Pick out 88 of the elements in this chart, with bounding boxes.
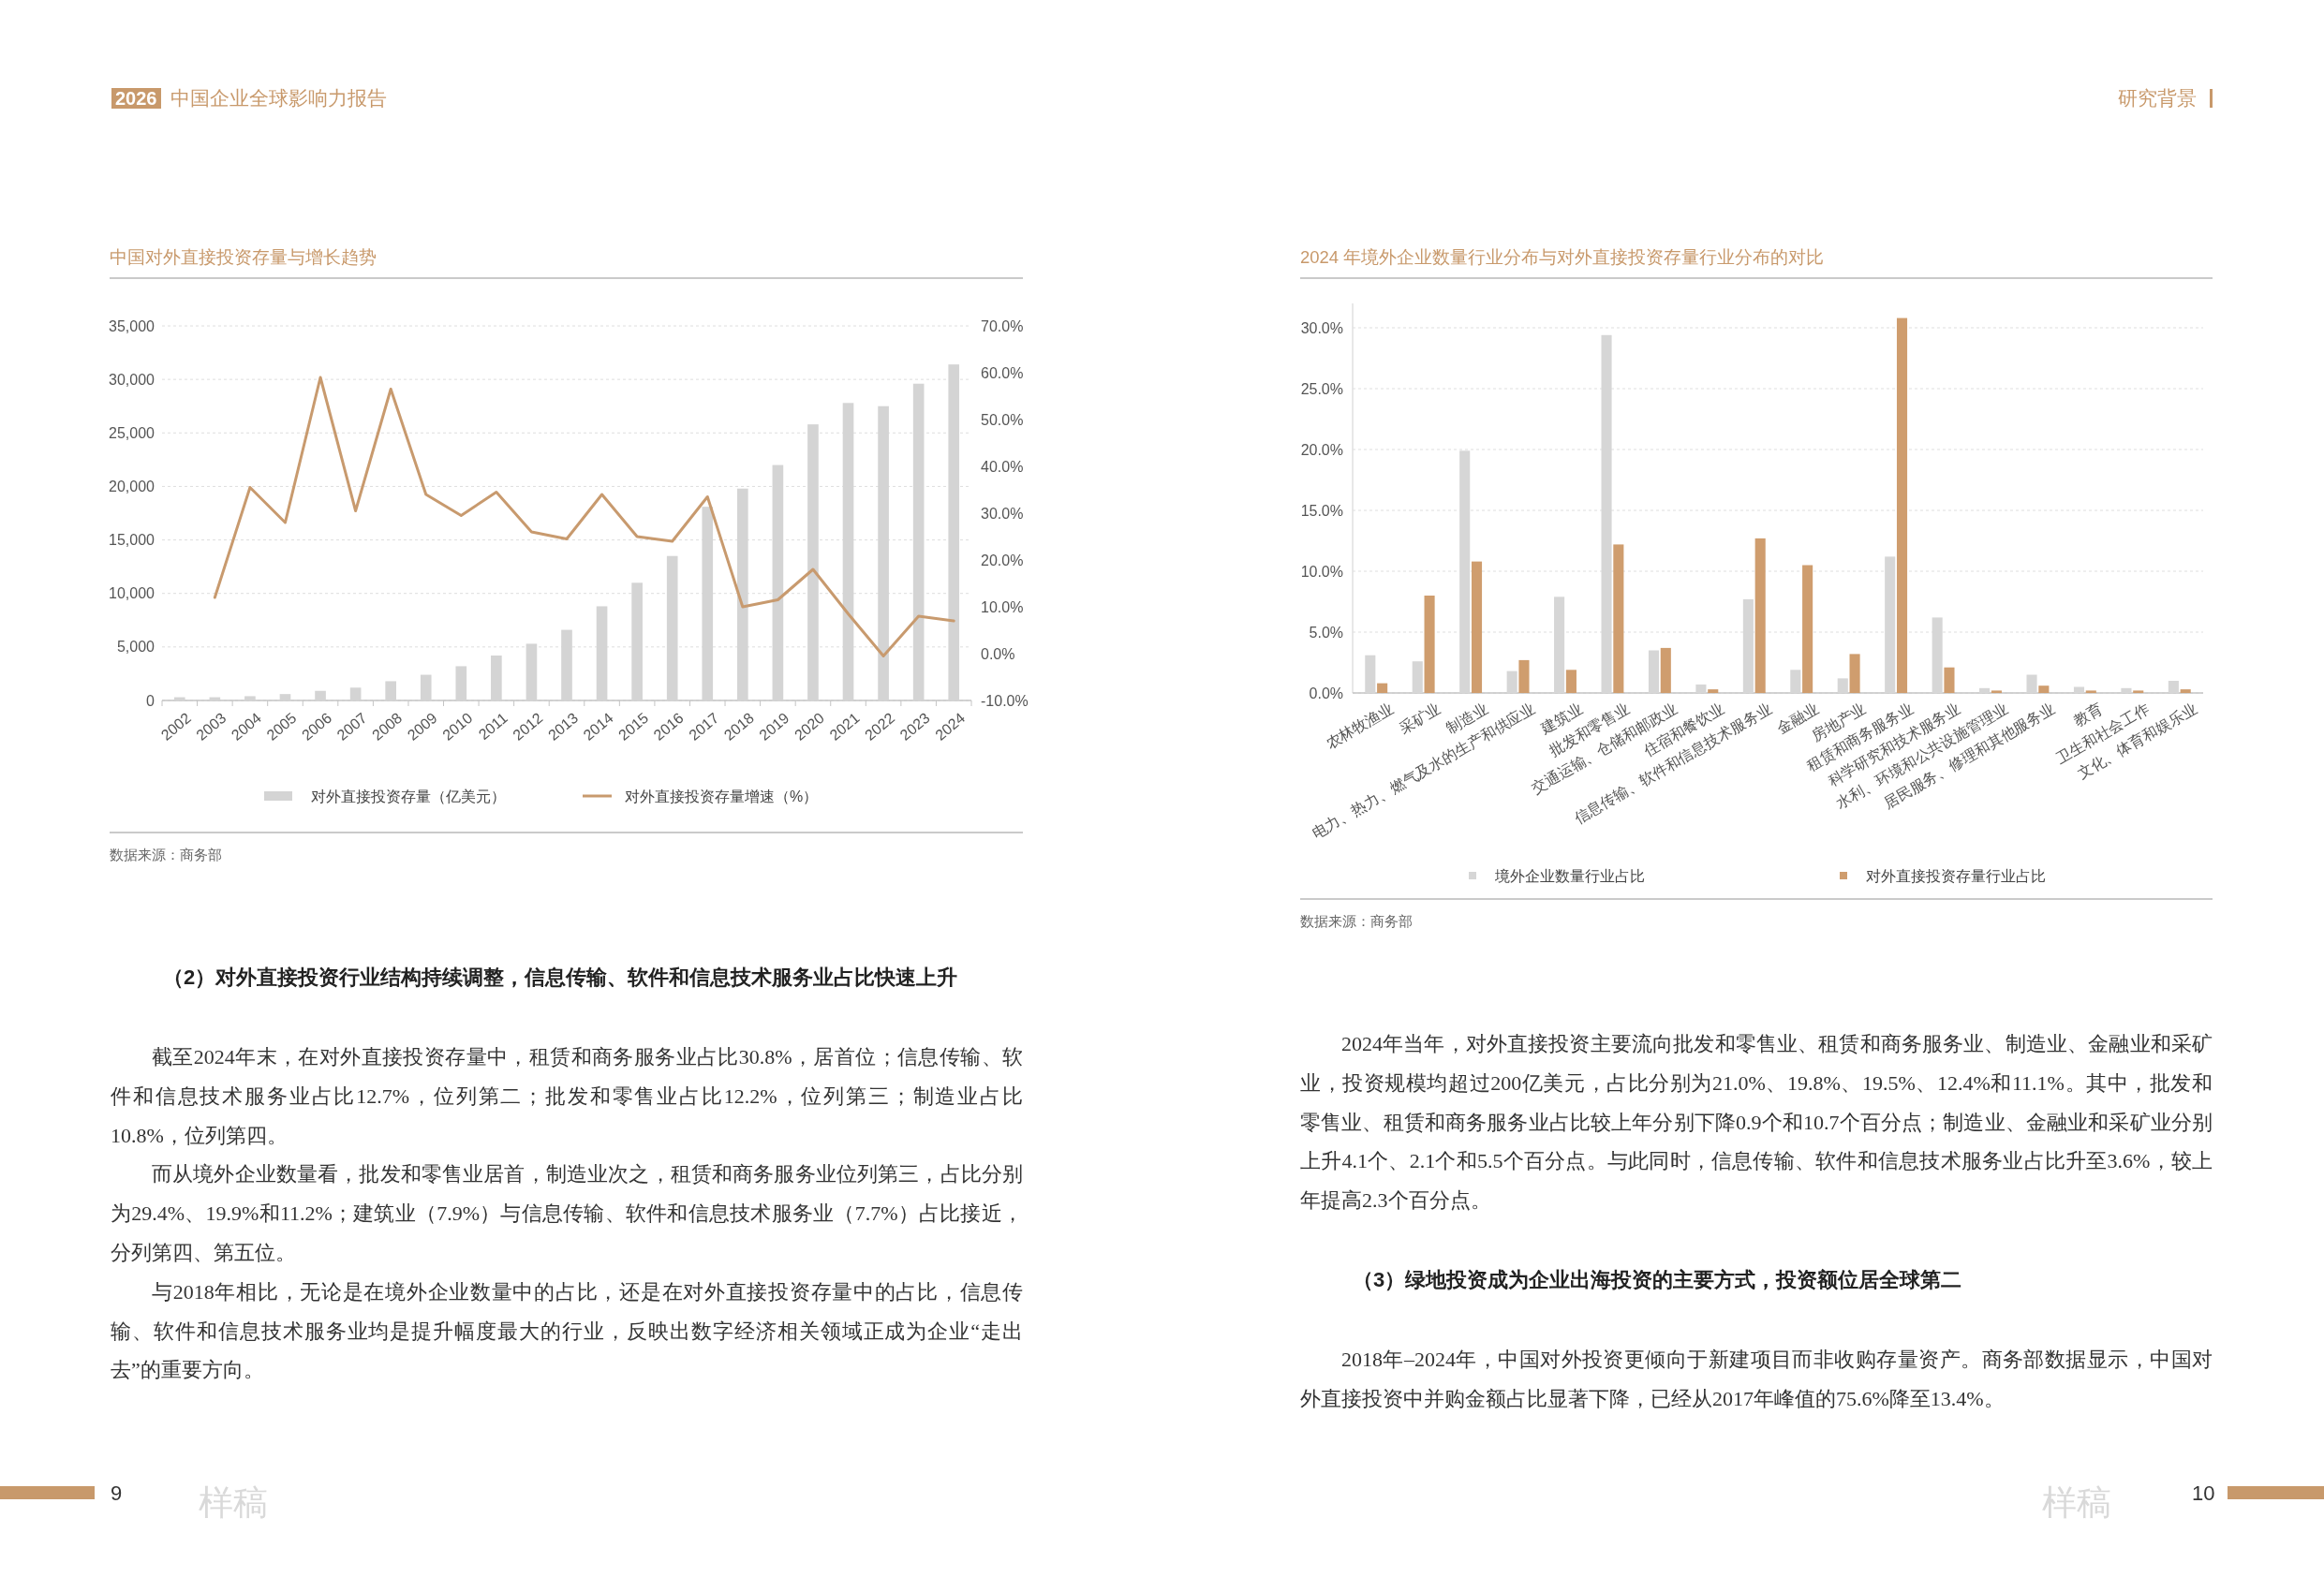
y2-tick-label: 70.0% (981, 317, 1024, 334)
y-tick-label: 20,000 (109, 478, 155, 494)
y-tick-label: 10.0% (1300, 563, 1343, 580)
bar (1837, 678, 1848, 693)
bar (1554, 597, 1565, 693)
bar (525, 643, 538, 700)
bar (2180, 689, 2191, 693)
y-tick-label: 25.0% (1300, 380, 1343, 397)
bar (2038, 685, 2050, 693)
chart-title: 中国对外直接投资存量与增长趋势 (110, 246, 377, 267)
bar (1377, 683, 1388, 693)
bar (1991, 690, 2002, 693)
y-tick-label: 0 (146, 692, 155, 709)
text: 与2018年相比，无论是在境外企业数量中的占比，还是在对外直接投资存量中的占比，信息传输、软件和信息技术服务业均是提升幅度最大的行业，反映出数字经济相关领域正成为企业“走出去”的重要方向。 (111, 1278, 1023, 1384)
bar (315, 690, 326, 700)
text: 9 (111, 1481, 123, 1505)
bar (1754, 538, 1766, 693)
bar (349, 687, 362, 700)
bar (491, 656, 502, 700)
legend-label: 对外直接投资存量增速（%） (625, 788, 819, 804)
y2-tick-label: 50.0% (981, 411, 1024, 428)
bar (1424, 596, 1435, 693)
bar (1613, 544, 1624, 693)
x-tick-label: 采矿业 (1396, 700, 1443, 737)
y-tick-label: 5,000 (116, 639, 155, 656)
text: 2026 (111, 88, 161, 109)
bar (1565, 670, 1576, 693)
bar (420, 674, 432, 700)
bar (1896, 317, 1908, 693)
bar (1944, 667, 1955, 693)
y2-tick-label: -10.0% (981, 692, 1029, 709)
text: 中国企业全球影响力报告 (170, 86, 387, 111)
legend-label: 境外企业数量行业占比 (1494, 867, 1645, 884)
y-tick-label: 5.0% (1309, 624, 1343, 641)
bar (1471, 561, 1483, 693)
bar (1708, 689, 1719, 693)
y2-tick-label: 60.0% (981, 364, 1024, 381)
y2-tick-label: 30.0% (981, 505, 1024, 522)
source-note: 数据来源：商务部 (110, 847, 222, 862)
bar (455, 666, 467, 700)
legend-label: 对外直接投资存量行业占比 (1866, 867, 2046, 884)
bar (1506, 671, 1517, 693)
bar (1979, 687, 1991, 693)
bar (173, 697, 185, 700)
bar (244, 696, 256, 700)
y2-tick-label: 0.0% (981, 645, 1015, 662)
bar (279, 694, 291, 700)
bar (2168, 681, 2179, 693)
y2-tick-label: 10.0% (981, 598, 1024, 615)
bar (385, 681, 396, 700)
bar (2085, 690, 2096, 693)
text: 2018年–2024年，中国对外投资更倾向于新建项目而非收购存量资产。商务部数据显示，中国对外直接投资中并购金额占比显著下降，已经从2017年峰值的75.6%降至13.4%。 (1300, 1347, 2213, 1412)
y-tick-label: 25,000 (109, 424, 155, 441)
source-note: 数据来源：商务部 (1300, 914, 1413, 929)
y2-tick-label: 20.0% (981, 552, 1024, 568)
text: 研究背景 (2118, 86, 2197, 111)
bar (1790, 670, 1801, 693)
y2-tick-label: 40.0% (981, 458, 1024, 475)
text: 2024年当年，对外直接投资主要流向批发和零售业、租赁和商务服务业、制造业、金融业和采矿业，投资规模均超过200亿美元，占比分别为21.0%、19.8%、19.5%、12.4%和11.1%。其中，批发和零售业、租赁和商务服务业占比较上年分别下降0.9个和10.7个百分点；制造业、金融业和采矿业分别上升4.1个、2.1个和5.5个百分点。与此同时，信息传输、软件和信息技术服务业占比升至3.6%，较上年提高2.3个百分点。 (1300, 1031, 2213, 1215)
bar (1802, 565, 1813, 693)
y-tick-label: 0.0% (1309, 685, 1343, 701)
y-tick-label: 30.0% (1300, 319, 1343, 336)
text: （3）绿地投资成为企业出海投资的主要方式，投资额位居全球第二 (1353, 1267, 1963, 1293)
bar (1365, 655, 1376, 693)
x-tick-label: 农林牧渔业 (1323, 700, 1397, 752)
text: 截至2024年末，在对外直接投资存量中，租赁和商务服务业占比30.8%，居首位；信息传输、软件和信息技术服务业占比12.7%，位列第二；批发和零售业占比12.2%，位列第三；制造业占比10.8%，位列第四。 (111, 1044, 1023, 1149)
bar (1412, 661, 1423, 693)
y-tick-label: 10,000 (109, 585, 155, 602)
bar (1849, 654, 1860, 693)
bar (1648, 650, 1660, 693)
bar (2133, 690, 2144, 693)
bar (2121, 687, 2132, 693)
bar (2026, 674, 2037, 693)
bar (2073, 686, 2085, 693)
text: （2）对外直接投资行业结构持续调整，信息传输、软件和信息技术服务业占比快速上升 (163, 965, 959, 991)
bar (1518, 659, 1530, 693)
chart-title: 2024 年境外企业数量行业分布与对外直接投资存量行业分布的对比 (1300, 246, 1825, 267)
bar (1660, 647, 1671, 693)
y-tick-label: 15,000 (109, 532, 155, 549)
y-tick-label: 15.0% (1300, 502, 1343, 519)
y-tick-label: 30,000 (109, 371, 155, 388)
bar (1695, 684, 1707, 693)
y-tick-label: 35,000 (109, 317, 155, 334)
y-tick-label: 20.0% (1300, 441, 1343, 458)
text: 而从境外企业数量看，批发和零售业居首，制造业次之，租赁和商务服务业位列第三，占比分别为29.4%、19.9%和11.2%；建筑业（7.9%）与信息传输、软件和信息技术服务业（7.7%）占比接近，分列第四、第五位。 (111, 1161, 1023, 1266)
legend-label: 对外直接投资存量（亿美元） (311, 788, 506, 804)
line-series (213, 376, 955, 657)
text: 10 (2192, 1481, 2215, 1505)
